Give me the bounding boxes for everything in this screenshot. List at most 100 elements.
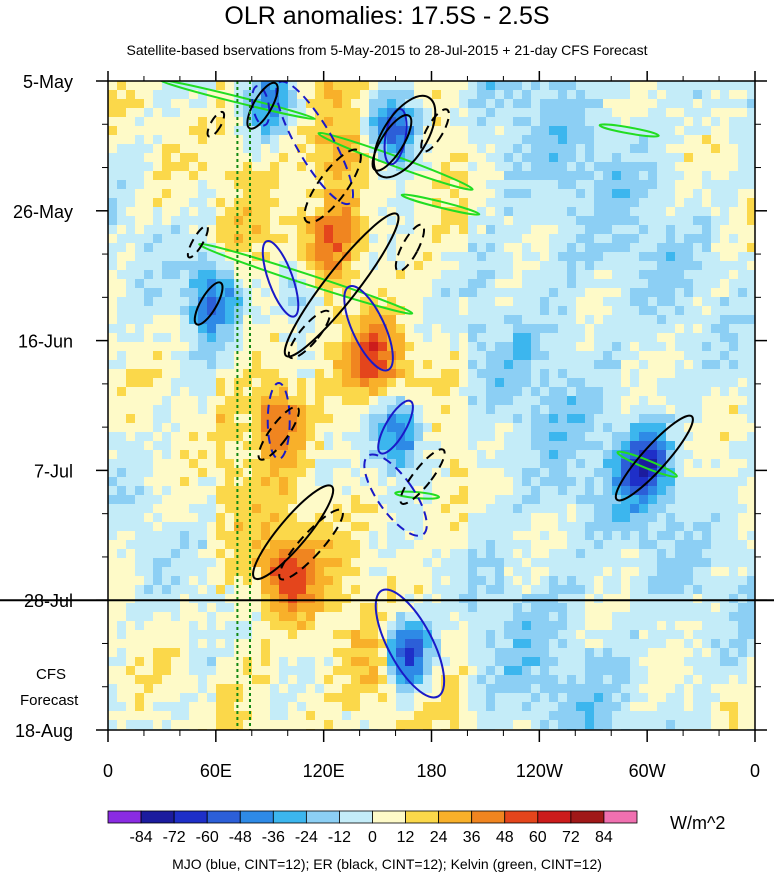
heatmap-cell — [171, 549, 181, 559]
heatmap-cell — [639, 351, 649, 361]
heatmap-cell — [108, 603, 118, 613]
heatmap-cell — [297, 495, 307, 505]
heatmap-cell — [252, 108, 262, 118]
heatmap-cell — [639, 594, 649, 604]
heatmap-cell — [738, 387, 748, 397]
heatmap-cell — [288, 414, 298, 424]
heatmap-cell — [252, 693, 262, 703]
heatmap-cell — [576, 306, 586, 316]
heatmap-cell — [468, 288, 478, 298]
heatmap-cell — [657, 306, 667, 316]
heatmap-cell — [648, 495, 658, 505]
heatmap-cell — [477, 450, 487, 460]
heatmap-cell — [675, 198, 685, 208]
heatmap-cell — [414, 486, 424, 496]
heatmap-cell — [360, 198, 370, 208]
heatmap-cell — [270, 396, 280, 406]
heatmap-cell — [396, 81, 406, 91]
heatmap-cell — [531, 414, 541, 424]
heatmap-cell — [441, 585, 451, 595]
heatmap-cell — [153, 108, 163, 118]
heatmap-cell — [567, 486, 577, 496]
heatmap-cell — [270, 108, 280, 118]
heatmap-cell — [522, 315, 532, 325]
heatmap-cell — [414, 666, 424, 676]
heatmap-cell — [360, 441, 370, 451]
heatmap-cell — [459, 144, 469, 154]
heatmap-cell — [666, 675, 676, 685]
heatmap-cell — [495, 171, 505, 181]
heatmap-cell — [630, 162, 640, 172]
heatmap-cell — [513, 657, 523, 667]
heatmap-cell — [108, 594, 118, 604]
heatmap-cell — [126, 504, 136, 514]
heatmap-cell — [504, 351, 514, 361]
heatmap-cell — [216, 144, 226, 154]
heatmap-cell — [324, 666, 334, 676]
heatmap-cell — [711, 630, 721, 640]
heatmap-cell — [738, 207, 748, 217]
heatmap-cell — [558, 351, 568, 361]
heatmap-cell — [342, 306, 352, 316]
heatmap-cell — [378, 162, 388, 172]
heatmap-cell — [540, 693, 550, 703]
heatmap-cell — [270, 306, 280, 316]
heatmap-cell — [711, 657, 721, 667]
heatmap-cell — [729, 576, 739, 586]
heatmap-cell — [171, 414, 181, 424]
heatmap-cell — [459, 441, 469, 451]
heatmap-cell — [540, 180, 550, 190]
heatmap-cell — [405, 288, 415, 298]
heatmap-cell — [270, 558, 280, 568]
heatmap-cell — [558, 162, 568, 172]
heatmap-cell — [540, 126, 550, 136]
heatmap-cell — [711, 171, 721, 181]
heatmap-cell — [189, 450, 199, 460]
heatmap-cell — [279, 387, 289, 397]
heatmap-cell — [522, 342, 532, 352]
heatmap-cell — [369, 261, 379, 271]
heatmap-cell — [747, 621, 755, 631]
heatmap-cell — [333, 117, 343, 127]
heatmap-cell — [252, 585, 262, 595]
heatmap-cell — [324, 441, 334, 451]
heatmap-cell — [333, 288, 343, 298]
heatmap-cell — [369, 405, 379, 415]
heatmap-cell — [630, 684, 640, 694]
heatmap-cell — [198, 144, 208, 154]
heatmap-cell — [513, 387, 523, 397]
heatmap-cell — [342, 612, 352, 622]
heatmap-cell — [558, 243, 568, 253]
heatmap-cell — [666, 432, 676, 442]
heatmap-cell — [189, 486, 199, 496]
heatmap-cell — [603, 117, 613, 127]
heatmap-cell — [243, 126, 253, 136]
heatmap-cell — [459, 252, 469, 262]
heatmap-cell — [684, 414, 694, 424]
heatmap-cell — [522, 270, 532, 280]
heatmap-cell — [675, 477, 685, 487]
heatmap-cell — [630, 108, 640, 118]
heatmap-cell — [351, 630, 361, 640]
heatmap-cell — [198, 216, 208, 226]
heatmap-cell — [468, 351, 478, 361]
heatmap-cell — [531, 585, 541, 595]
heatmap-cell — [450, 234, 460, 244]
heatmap-cell — [108, 684, 118, 694]
heatmap-cell — [198, 387, 208, 397]
heatmap-cell — [423, 324, 433, 334]
heatmap-cell — [720, 621, 730, 631]
heatmap-cell — [711, 585, 721, 595]
heatmap-cell — [738, 153, 748, 163]
heatmap-cell — [153, 243, 163, 253]
heatmap-cell — [630, 369, 640, 379]
heatmap-cell — [486, 423, 496, 433]
heatmap-cell — [171, 126, 181, 136]
heatmap-cell — [342, 234, 352, 244]
heatmap-cell — [540, 117, 550, 127]
heatmap-cell — [324, 243, 334, 253]
heatmap-cell — [351, 378, 361, 388]
heatmap-cell — [297, 108, 307, 118]
heatmap-cell — [396, 603, 406, 613]
heatmap-cell — [693, 567, 703, 577]
